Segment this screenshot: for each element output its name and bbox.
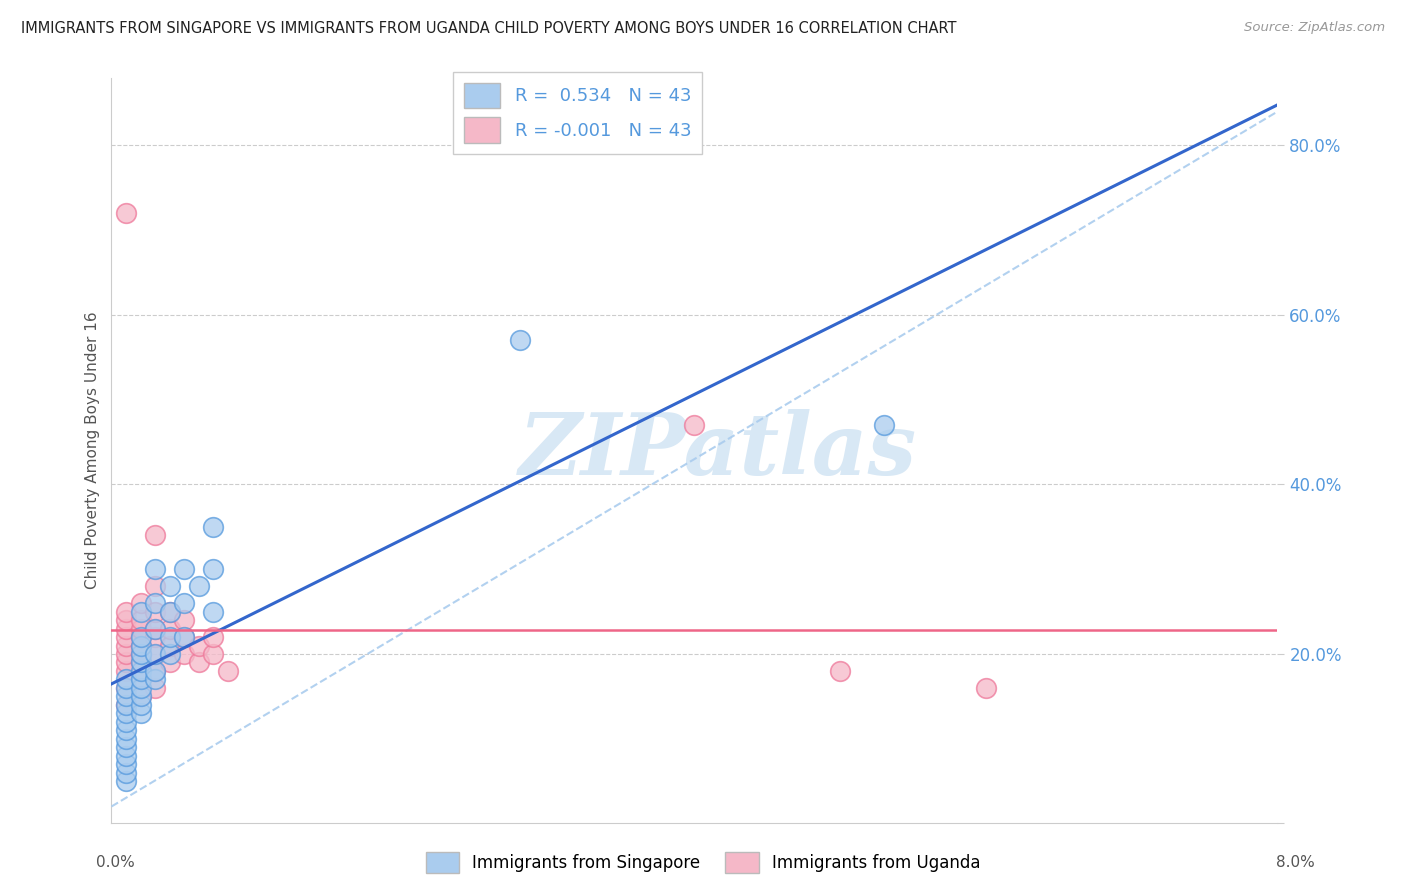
Point bbox=[202, 562, 225, 576]
Point bbox=[129, 605, 152, 619]
Point bbox=[115, 723, 138, 738]
Point bbox=[115, 639, 138, 653]
Point bbox=[173, 596, 195, 610]
Legend: R =  0.534   N = 43, R = -0.001   N = 43: R = 0.534 N = 43, R = -0.001 N = 43 bbox=[453, 71, 702, 153]
Point bbox=[115, 622, 138, 636]
Point bbox=[202, 520, 225, 534]
Point bbox=[143, 562, 166, 576]
Point bbox=[159, 656, 181, 670]
Point bbox=[129, 664, 152, 678]
Point bbox=[173, 630, 195, 644]
Point bbox=[129, 690, 152, 704]
Text: 0.0%: 0.0% bbox=[96, 855, 135, 870]
Point bbox=[159, 605, 181, 619]
Point bbox=[159, 630, 181, 644]
Point bbox=[187, 579, 209, 593]
Point bbox=[129, 698, 152, 712]
Point bbox=[115, 706, 138, 721]
Point bbox=[143, 681, 166, 695]
Point bbox=[143, 673, 166, 687]
Point bbox=[129, 690, 152, 704]
Point bbox=[143, 596, 166, 610]
Point bbox=[115, 698, 138, 712]
Point bbox=[830, 664, 852, 678]
Point bbox=[115, 714, 138, 729]
Point bbox=[217, 664, 239, 678]
Point bbox=[115, 673, 138, 687]
Point bbox=[143, 605, 166, 619]
Point bbox=[115, 774, 138, 789]
Point bbox=[173, 647, 195, 661]
Point bbox=[115, 647, 138, 661]
Point bbox=[202, 605, 225, 619]
Point bbox=[115, 748, 138, 763]
Point bbox=[129, 647, 152, 661]
Legend: Immigrants from Singapore, Immigrants from Uganda: Immigrants from Singapore, Immigrants fr… bbox=[419, 846, 987, 880]
Point bbox=[129, 647, 152, 661]
Point bbox=[173, 630, 195, 644]
Point bbox=[143, 622, 166, 636]
Point bbox=[173, 562, 195, 576]
Point bbox=[159, 579, 181, 593]
Point bbox=[143, 647, 166, 661]
Point bbox=[143, 528, 166, 542]
Point bbox=[187, 656, 209, 670]
Point bbox=[115, 664, 138, 678]
Point bbox=[873, 418, 896, 433]
Point bbox=[129, 673, 152, 687]
Point bbox=[143, 579, 166, 593]
Point bbox=[129, 673, 152, 687]
Point bbox=[509, 334, 531, 348]
Point bbox=[159, 622, 181, 636]
Point bbox=[159, 647, 181, 661]
Point bbox=[683, 418, 706, 433]
Point bbox=[129, 613, 152, 627]
Point bbox=[143, 630, 166, 644]
Point bbox=[115, 690, 138, 704]
Point bbox=[115, 731, 138, 746]
Point bbox=[115, 605, 138, 619]
Point bbox=[187, 639, 209, 653]
Point bbox=[115, 740, 138, 755]
Point bbox=[115, 757, 138, 772]
Point bbox=[974, 681, 997, 695]
Point bbox=[115, 698, 138, 712]
Text: 8.0%: 8.0% bbox=[1275, 855, 1315, 870]
Point bbox=[115, 765, 138, 780]
Point bbox=[129, 596, 152, 610]
Point bbox=[173, 613, 195, 627]
Point bbox=[129, 706, 152, 721]
Point bbox=[129, 639, 152, 653]
Point bbox=[129, 622, 152, 636]
Point bbox=[129, 630, 152, 644]
Y-axis label: Child Poverty Among Boys Under 16: Child Poverty Among Boys Under 16 bbox=[86, 312, 100, 590]
Point bbox=[143, 664, 166, 678]
Point bbox=[115, 681, 138, 695]
Point bbox=[143, 622, 166, 636]
Text: ZIPatlas: ZIPatlas bbox=[519, 409, 917, 492]
Point bbox=[115, 656, 138, 670]
Text: IMMIGRANTS FROM SINGAPORE VS IMMIGRANTS FROM UGANDA CHILD POVERTY AMONG BOYS UND: IMMIGRANTS FROM SINGAPORE VS IMMIGRANTS … bbox=[21, 21, 956, 36]
Point bbox=[129, 630, 152, 644]
Text: Source: ZipAtlas.com: Source: ZipAtlas.com bbox=[1244, 21, 1385, 34]
Point bbox=[115, 613, 138, 627]
Point bbox=[159, 605, 181, 619]
Point bbox=[115, 681, 138, 695]
Point bbox=[202, 630, 225, 644]
Point bbox=[129, 639, 152, 653]
Point bbox=[115, 206, 138, 220]
Point bbox=[202, 647, 225, 661]
Point bbox=[143, 664, 166, 678]
Point bbox=[159, 639, 181, 653]
Point bbox=[129, 656, 152, 670]
Point bbox=[115, 630, 138, 644]
Point bbox=[143, 647, 166, 661]
Point bbox=[129, 681, 152, 695]
Point bbox=[129, 656, 152, 670]
